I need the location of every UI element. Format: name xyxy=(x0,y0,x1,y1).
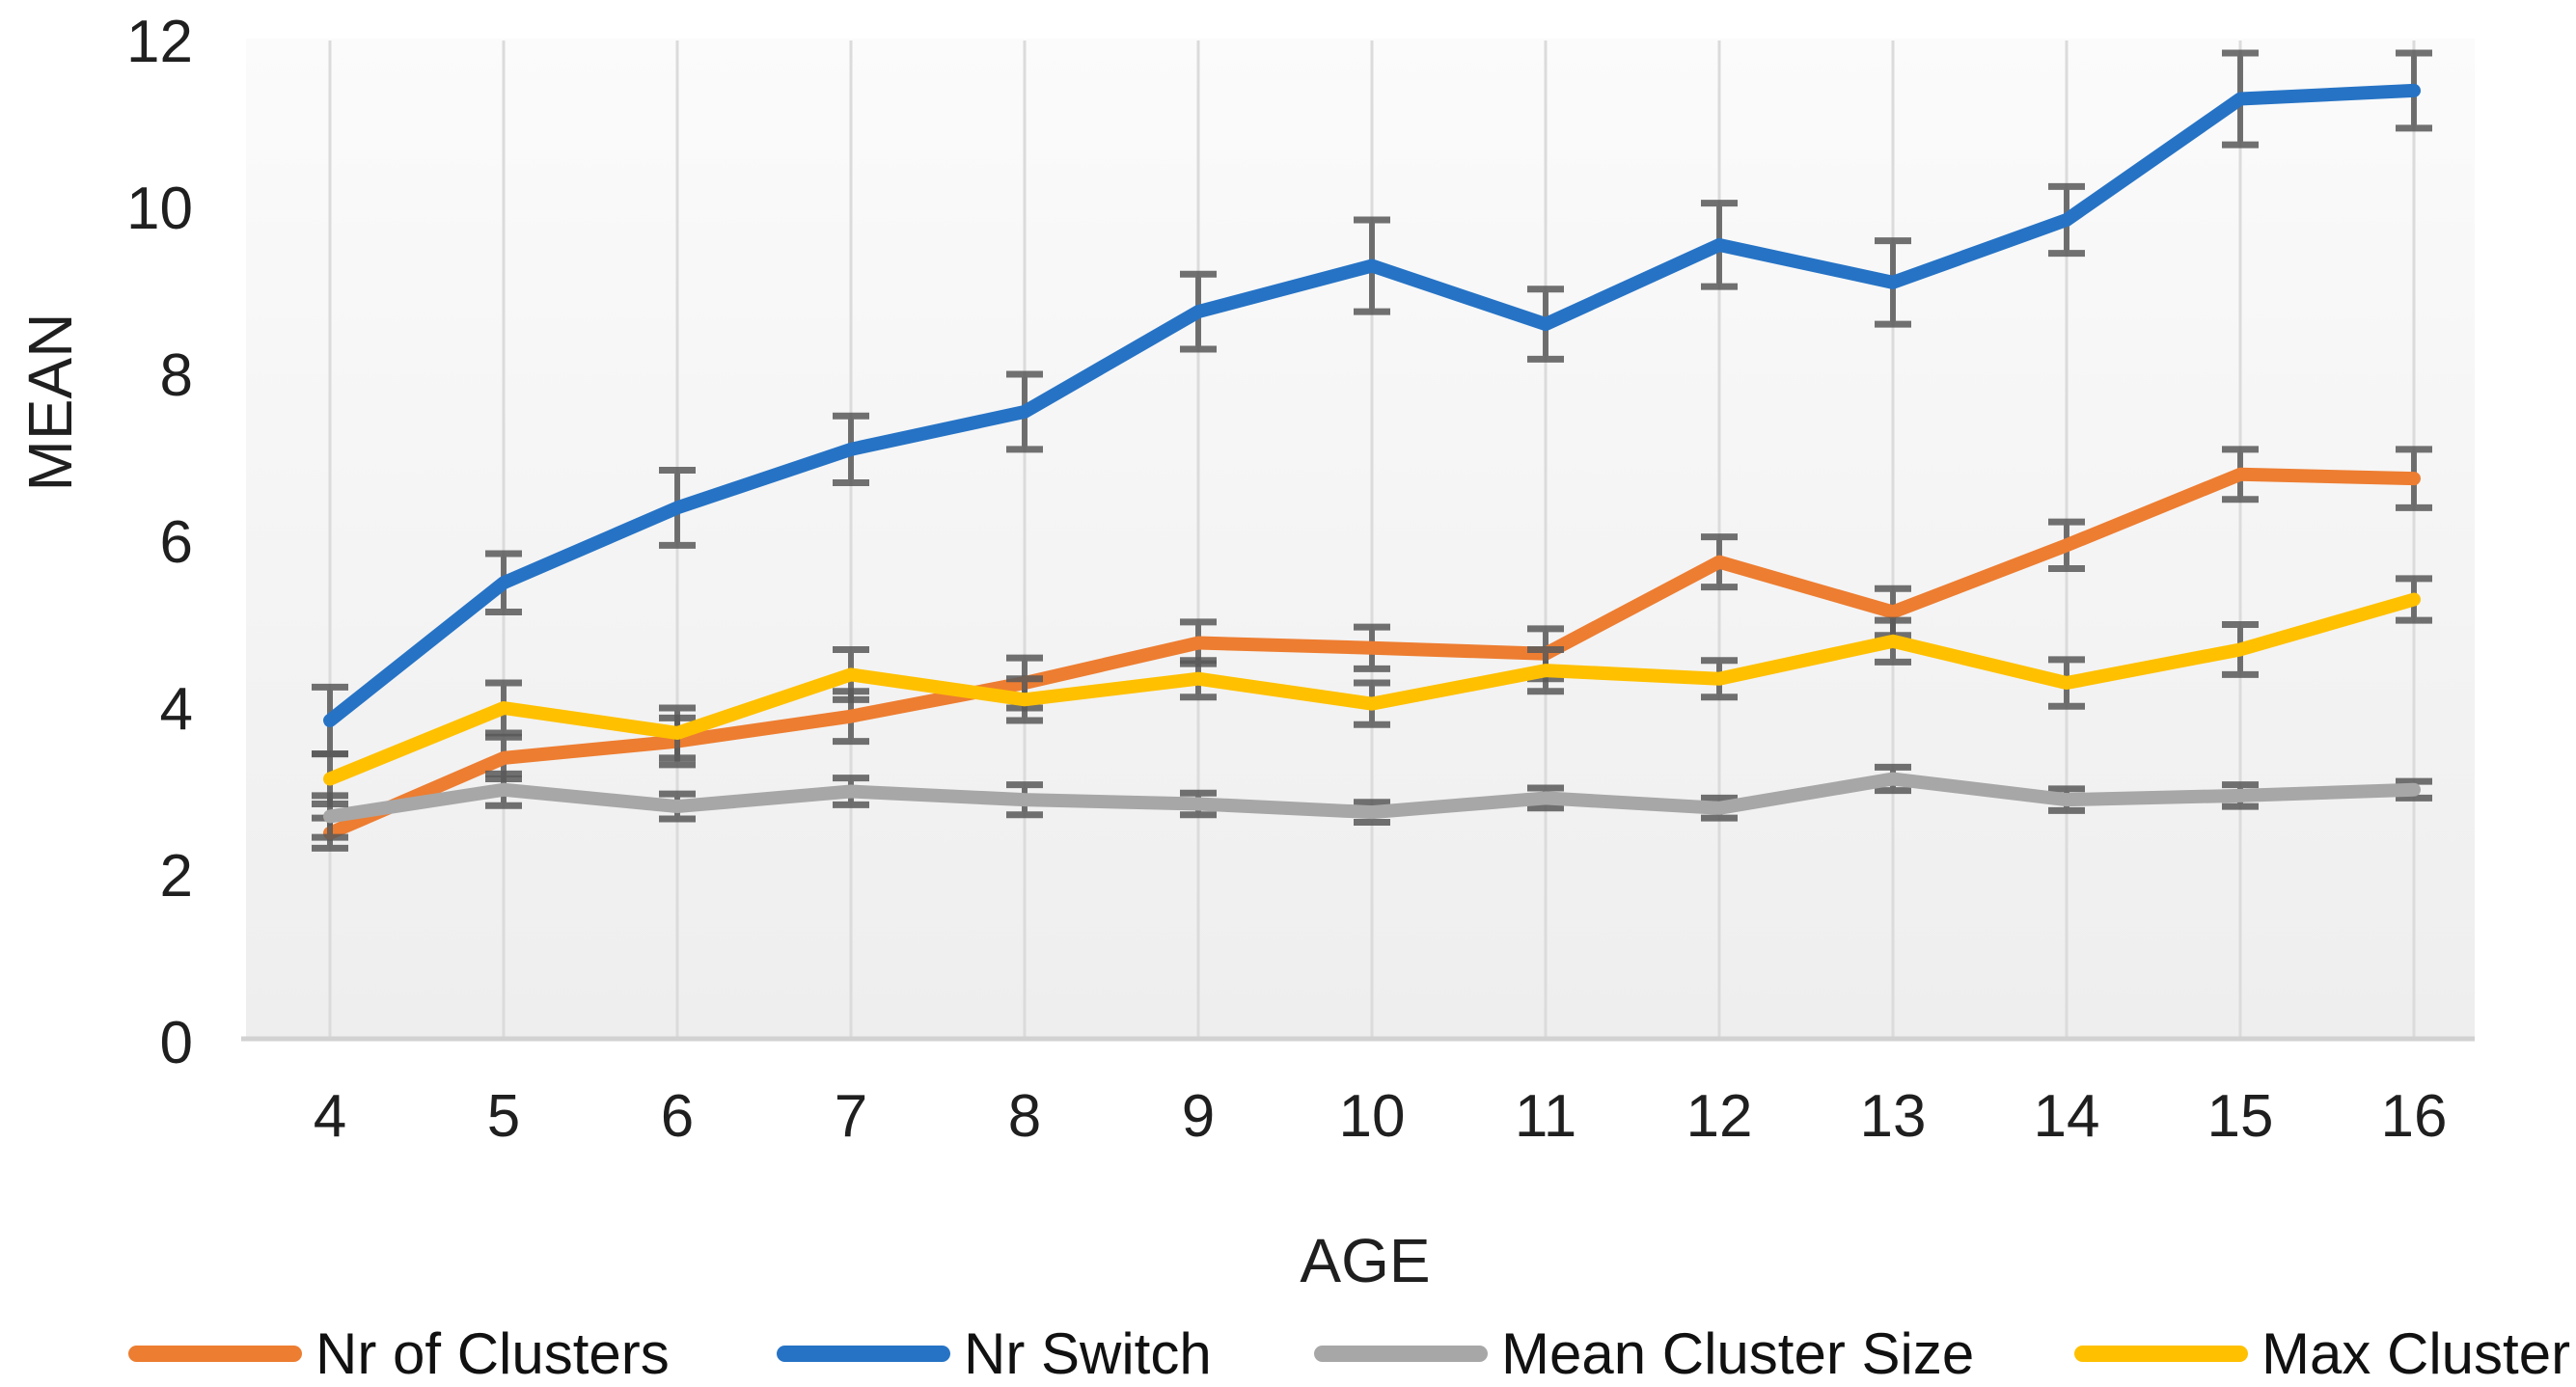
legend-swatch-max-cluster xyxy=(2074,1345,2248,1362)
series-line-nr-switch xyxy=(323,83,2421,727)
legend-item-nr-of-clusters: Nr of Clusters xyxy=(128,1320,670,1386)
x-tick-label: 4 xyxy=(314,1083,346,1150)
legend-swatch-nr-switch xyxy=(777,1345,950,1362)
legend-label: Max Cluster xyxy=(2261,1320,2571,1386)
y-tick-label: 4 xyxy=(160,676,193,743)
x-tick-label: 11 xyxy=(1515,1083,1576,1150)
series-line-max-cluster xyxy=(323,592,2421,786)
line-chart: 0 2 4 6 8 10 12 4 5 6 7 8 9 10 11 12 13 14 15 16 xyxy=(126,9,2475,1150)
legend-swatch-mean-cluster-size xyxy=(1314,1345,1488,1362)
x-tick-label: 7 xyxy=(835,1083,867,1150)
x-tick-label: 9 xyxy=(1182,1083,1215,1150)
legend-swatch-nr-of-clusters xyxy=(128,1345,302,1362)
x-tick-label: 16 xyxy=(2381,1083,2448,1150)
x-tick-label: 15 xyxy=(2207,1083,2274,1150)
x-tick-label: 12 xyxy=(1686,1083,1753,1150)
chart-legend: Nr of Clusters Nr Switch Mean Cluster Si… xyxy=(0,1320,2576,1386)
y-tick-label: 8 xyxy=(160,342,193,409)
legend-label: Mean Cluster Size xyxy=(1501,1320,1975,1386)
legend-item-max-cluster: Max Cluster xyxy=(2074,1320,2571,1386)
x-tick-label: 5 xyxy=(487,1083,520,1150)
y-tick-label: 2 xyxy=(160,843,193,910)
x-tick-label: 8 xyxy=(1008,1083,1041,1150)
y-tick-label: 6 xyxy=(160,509,193,576)
series-line-mean-cluster-size xyxy=(323,772,2421,824)
plot-area xyxy=(246,39,2475,1039)
legend-item-mean-cluster-size: Mean Cluster Size xyxy=(1314,1320,1975,1386)
error-bars-mean-cluster-size xyxy=(312,763,2432,841)
legend-label: Nr Switch xyxy=(964,1320,1212,1386)
legend-label: Nr of Clusters xyxy=(315,1320,670,1386)
x-tick-label: 14 xyxy=(2034,1083,2100,1150)
legend-item-nr-switch: Nr Switch xyxy=(777,1320,1212,1386)
x-tick-label: 13 xyxy=(1860,1083,1927,1150)
x-tick-label: 10 xyxy=(1339,1083,1406,1150)
y-tick-label: 10 xyxy=(126,176,193,242)
x-tick-label: 6 xyxy=(661,1083,694,1150)
y-tick-label: 12 xyxy=(126,9,193,75)
y-tick-label: 0 xyxy=(160,1010,193,1076)
y-axis-title: MEAN xyxy=(15,313,85,492)
x-axis-title: AGE xyxy=(1300,1226,1431,1295)
